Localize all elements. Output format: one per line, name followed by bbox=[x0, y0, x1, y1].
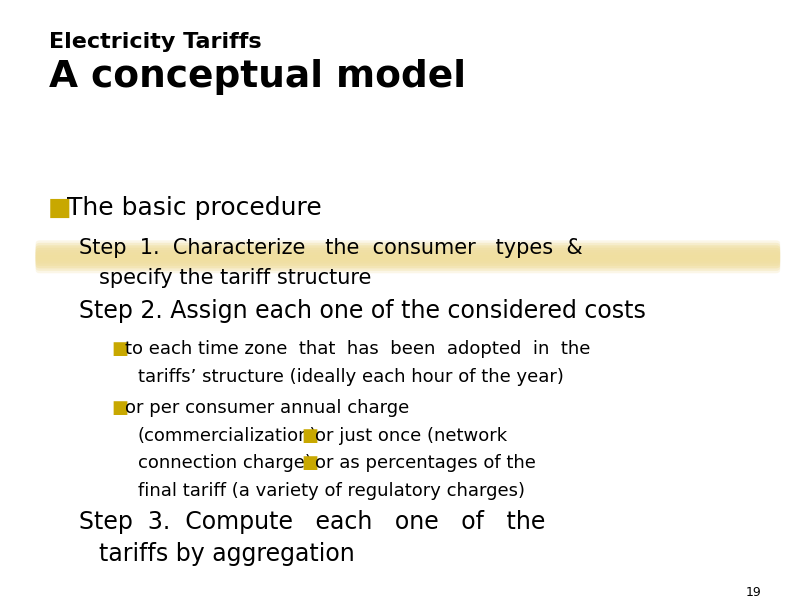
Text: Electricity Tariffs: Electricity Tariffs bbox=[49, 32, 261, 52]
Text: or per consumer annual charge: or per consumer annual charge bbox=[125, 400, 409, 417]
Text: specify the tariff structure: specify the tariff structure bbox=[99, 267, 371, 288]
Text: ■: ■ bbox=[301, 455, 318, 472]
Text: Step  3.  Compute   each   one   of   the: Step 3. Compute each one of the bbox=[79, 510, 546, 534]
Text: or just once (network: or just once (network bbox=[315, 427, 508, 445]
FancyBboxPatch shape bbox=[36, 245, 780, 261]
Text: ■: ■ bbox=[301, 427, 318, 445]
Text: Step 2. Assign each one of the considered costs: Step 2. Assign each one of the considere… bbox=[79, 299, 646, 323]
Text: ■: ■ bbox=[111, 400, 128, 417]
FancyBboxPatch shape bbox=[36, 243, 780, 258]
Text: The basic procedure: The basic procedure bbox=[67, 196, 322, 220]
Text: ■: ■ bbox=[111, 340, 128, 358]
Text: or as percentages of the: or as percentages of the bbox=[315, 455, 536, 472]
Text: ■: ■ bbox=[48, 196, 71, 220]
Text: 19: 19 bbox=[746, 586, 762, 599]
Text: to each time zone  that  has  been  adopted  in  the: to each time zone that has been adopted … bbox=[125, 340, 591, 358]
Text: A conceptual model: A conceptual model bbox=[49, 59, 466, 95]
FancyBboxPatch shape bbox=[36, 253, 780, 268]
Text: tariffs’ structure (ideally each hour of the year): tariffs’ structure (ideally each hour of… bbox=[138, 368, 564, 386]
Text: (commercialization): (commercialization) bbox=[138, 427, 318, 445]
Text: connection charge): connection charge) bbox=[138, 455, 312, 472]
Text: tariffs by aggregation: tariffs by aggregation bbox=[99, 542, 355, 566]
FancyBboxPatch shape bbox=[36, 258, 780, 273]
Text: Step  1.  Characterize   the  consumer   types  &: Step 1. Characterize the consumer types … bbox=[79, 238, 583, 258]
FancyBboxPatch shape bbox=[36, 250, 780, 266]
FancyBboxPatch shape bbox=[36, 241, 780, 256]
FancyBboxPatch shape bbox=[36, 248, 780, 263]
Text: final tariff (a variety of regulatory charges): final tariff (a variety of regulatory ch… bbox=[138, 482, 525, 500]
FancyBboxPatch shape bbox=[36, 255, 780, 271]
